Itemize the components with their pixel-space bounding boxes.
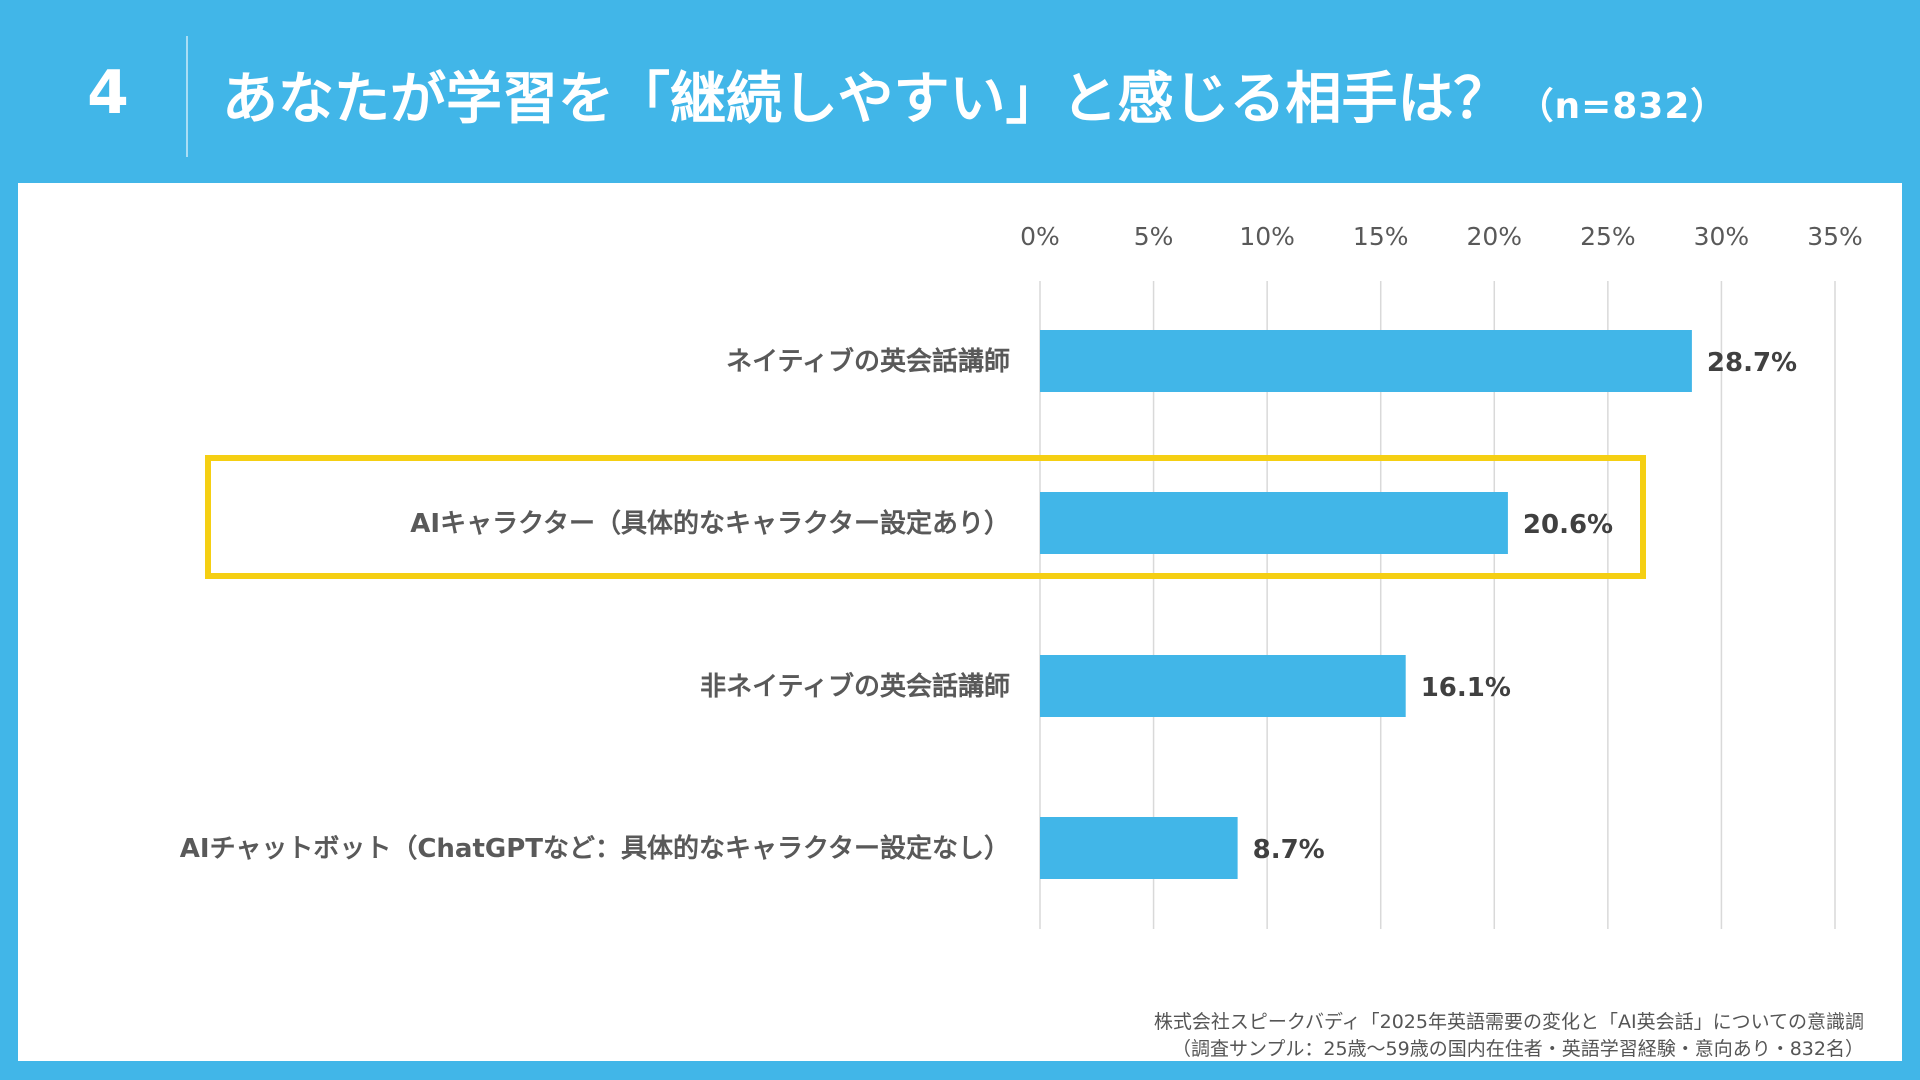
slide-title: あなたが学習を「継続しやすい」と感じる相手は？ （n=832） <box>222 60 1727 140</box>
category-label: AIキャラクター（具体的なキャラクター設定あり） <box>410 508 1010 539</box>
category-label: 非ネイティブの英会話講師 <box>700 671 1010 702</box>
x-tick-label: 10% <box>1239 222 1295 251</box>
x-tick-label: 0% <box>1020 222 1060 251</box>
x-tick-label: 5% <box>1134 222 1174 251</box>
data-label: 28.7% <box>1707 348 1797 378</box>
category-labels: ネイティブの英会話講師 AIキャラクター（具体的なキャラクター設定あり） 非ネイティ… <box>180 346 1010 864</box>
data-label: 8.7% <box>1253 835 1325 865</box>
source-note: 株式会社スピークバディ「2025年英語需要の変化と「AI英会話」についての意識調… <box>1154 1009 1864 1063</box>
x-tick-label: 25% <box>1580 222 1636 251</box>
bar <box>1040 492 1508 554</box>
x-axis-ticks: 0% 5% 10% 15% 20% 25% 30% 35% <box>1020 222 1863 251</box>
value-labels: 28.7% 20.6% 16.1% 8.7% <box>1253 348 1797 865</box>
category-label: AIチャットボット（ChatGPTなど：具体的なキャラクター設定なし） <box>180 833 1010 864</box>
highlight-box <box>205 455 1646 579</box>
x-tick-label: 35% <box>1807 222 1863 251</box>
category-label: ネイティブの英会話講師 <box>726 346 1010 377</box>
sample-size-label: （n=832） <box>1517 86 1728 127</box>
x-tick-label: 20% <box>1466 222 1522 251</box>
slide-number: 4 <box>87 58 129 128</box>
header: 4 あなたが学習を「継続しやすい」と感じる相手は？ （n=832） <box>0 0 1920 183</box>
slide-title-text: あなたが学習を「継続しやすい」と感じる相手は？ <box>222 67 1510 132</box>
source-line-1: 株式会社スピークバディ「2025年英語需要の変化と「AI英会話」についての意識調 <box>1153 1011 1864 1033</box>
chart-panel: 0% 5% 10% 15% 20% 25% 30% 35% ネイティブの英会話講師 AIキャラク… <box>18 183 1902 1061</box>
bar <box>1040 817 1238 879</box>
data-label: 16.1% <box>1421 673 1511 703</box>
bars <box>1040 330 1692 879</box>
bar <box>1040 330 1692 392</box>
x-tick-label: 30% <box>1694 222 1750 251</box>
x-tick-label: 15% <box>1353 222 1409 251</box>
data-label: 20.6% <box>1523 510 1613 540</box>
header-divider <box>186 36 188 157</box>
bar <box>1040 655 1406 717</box>
source-line-2: （調査サンプル：25歳〜59歳の国内在住者・英語学習経験・意向あり・832名） <box>1171 1038 1864 1060</box>
bar-chart: 0% 5% 10% 15% 20% 25% 30% 35% ネイティブの英会話講師 AIキャラク… <box>180 222 1863 929</box>
